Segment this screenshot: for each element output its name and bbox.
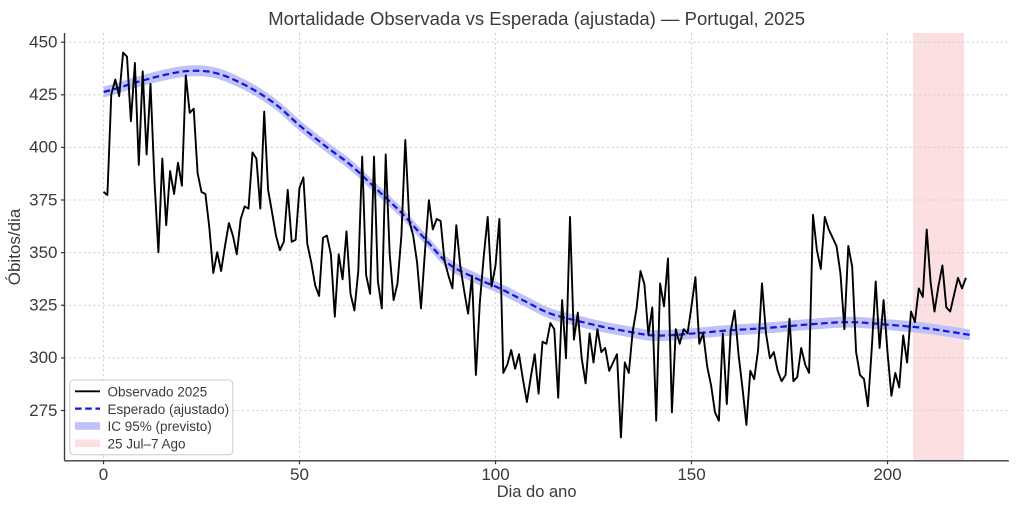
- svg-text:200: 200: [873, 465, 901, 484]
- svg-text:275: 275: [29, 401, 57, 420]
- svg-text:Dia do ano: Dia do ano: [497, 483, 577, 501]
- svg-text:Esperado (ajustado): Esperado (ajustado): [108, 402, 230, 417]
- svg-text:425: 425: [29, 85, 57, 104]
- svg-text:Óbitos/dia: Óbitos/dia: [5, 208, 24, 285]
- svg-text:Observado 2025: Observado 2025: [108, 385, 208, 400]
- svg-text:Mortalidade Observada vs Esper: Mortalidade Observada vs Esperada (ajust…: [268, 8, 805, 29]
- svg-text:325: 325: [29, 296, 57, 315]
- svg-text:IC 95% (previsto): IC 95% (previsto): [108, 419, 212, 434]
- svg-text:300: 300: [29, 348, 57, 367]
- svg-text:100: 100: [481, 465, 509, 484]
- svg-text:25 Jul–7 Ago: 25 Jul–7 Ago: [108, 437, 186, 452]
- svg-text:0: 0: [99, 465, 108, 484]
- svg-text:150: 150: [677, 465, 705, 484]
- svg-text:350: 350: [29, 243, 57, 262]
- svg-text:400: 400: [29, 138, 57, 157]
- svg-text:450: 450: [29, 33, 57, 52]
- svg-text:50: 50: [290, 465, 309, 484]
- svg-text:375: 375: [29, 190, 57, 209]
